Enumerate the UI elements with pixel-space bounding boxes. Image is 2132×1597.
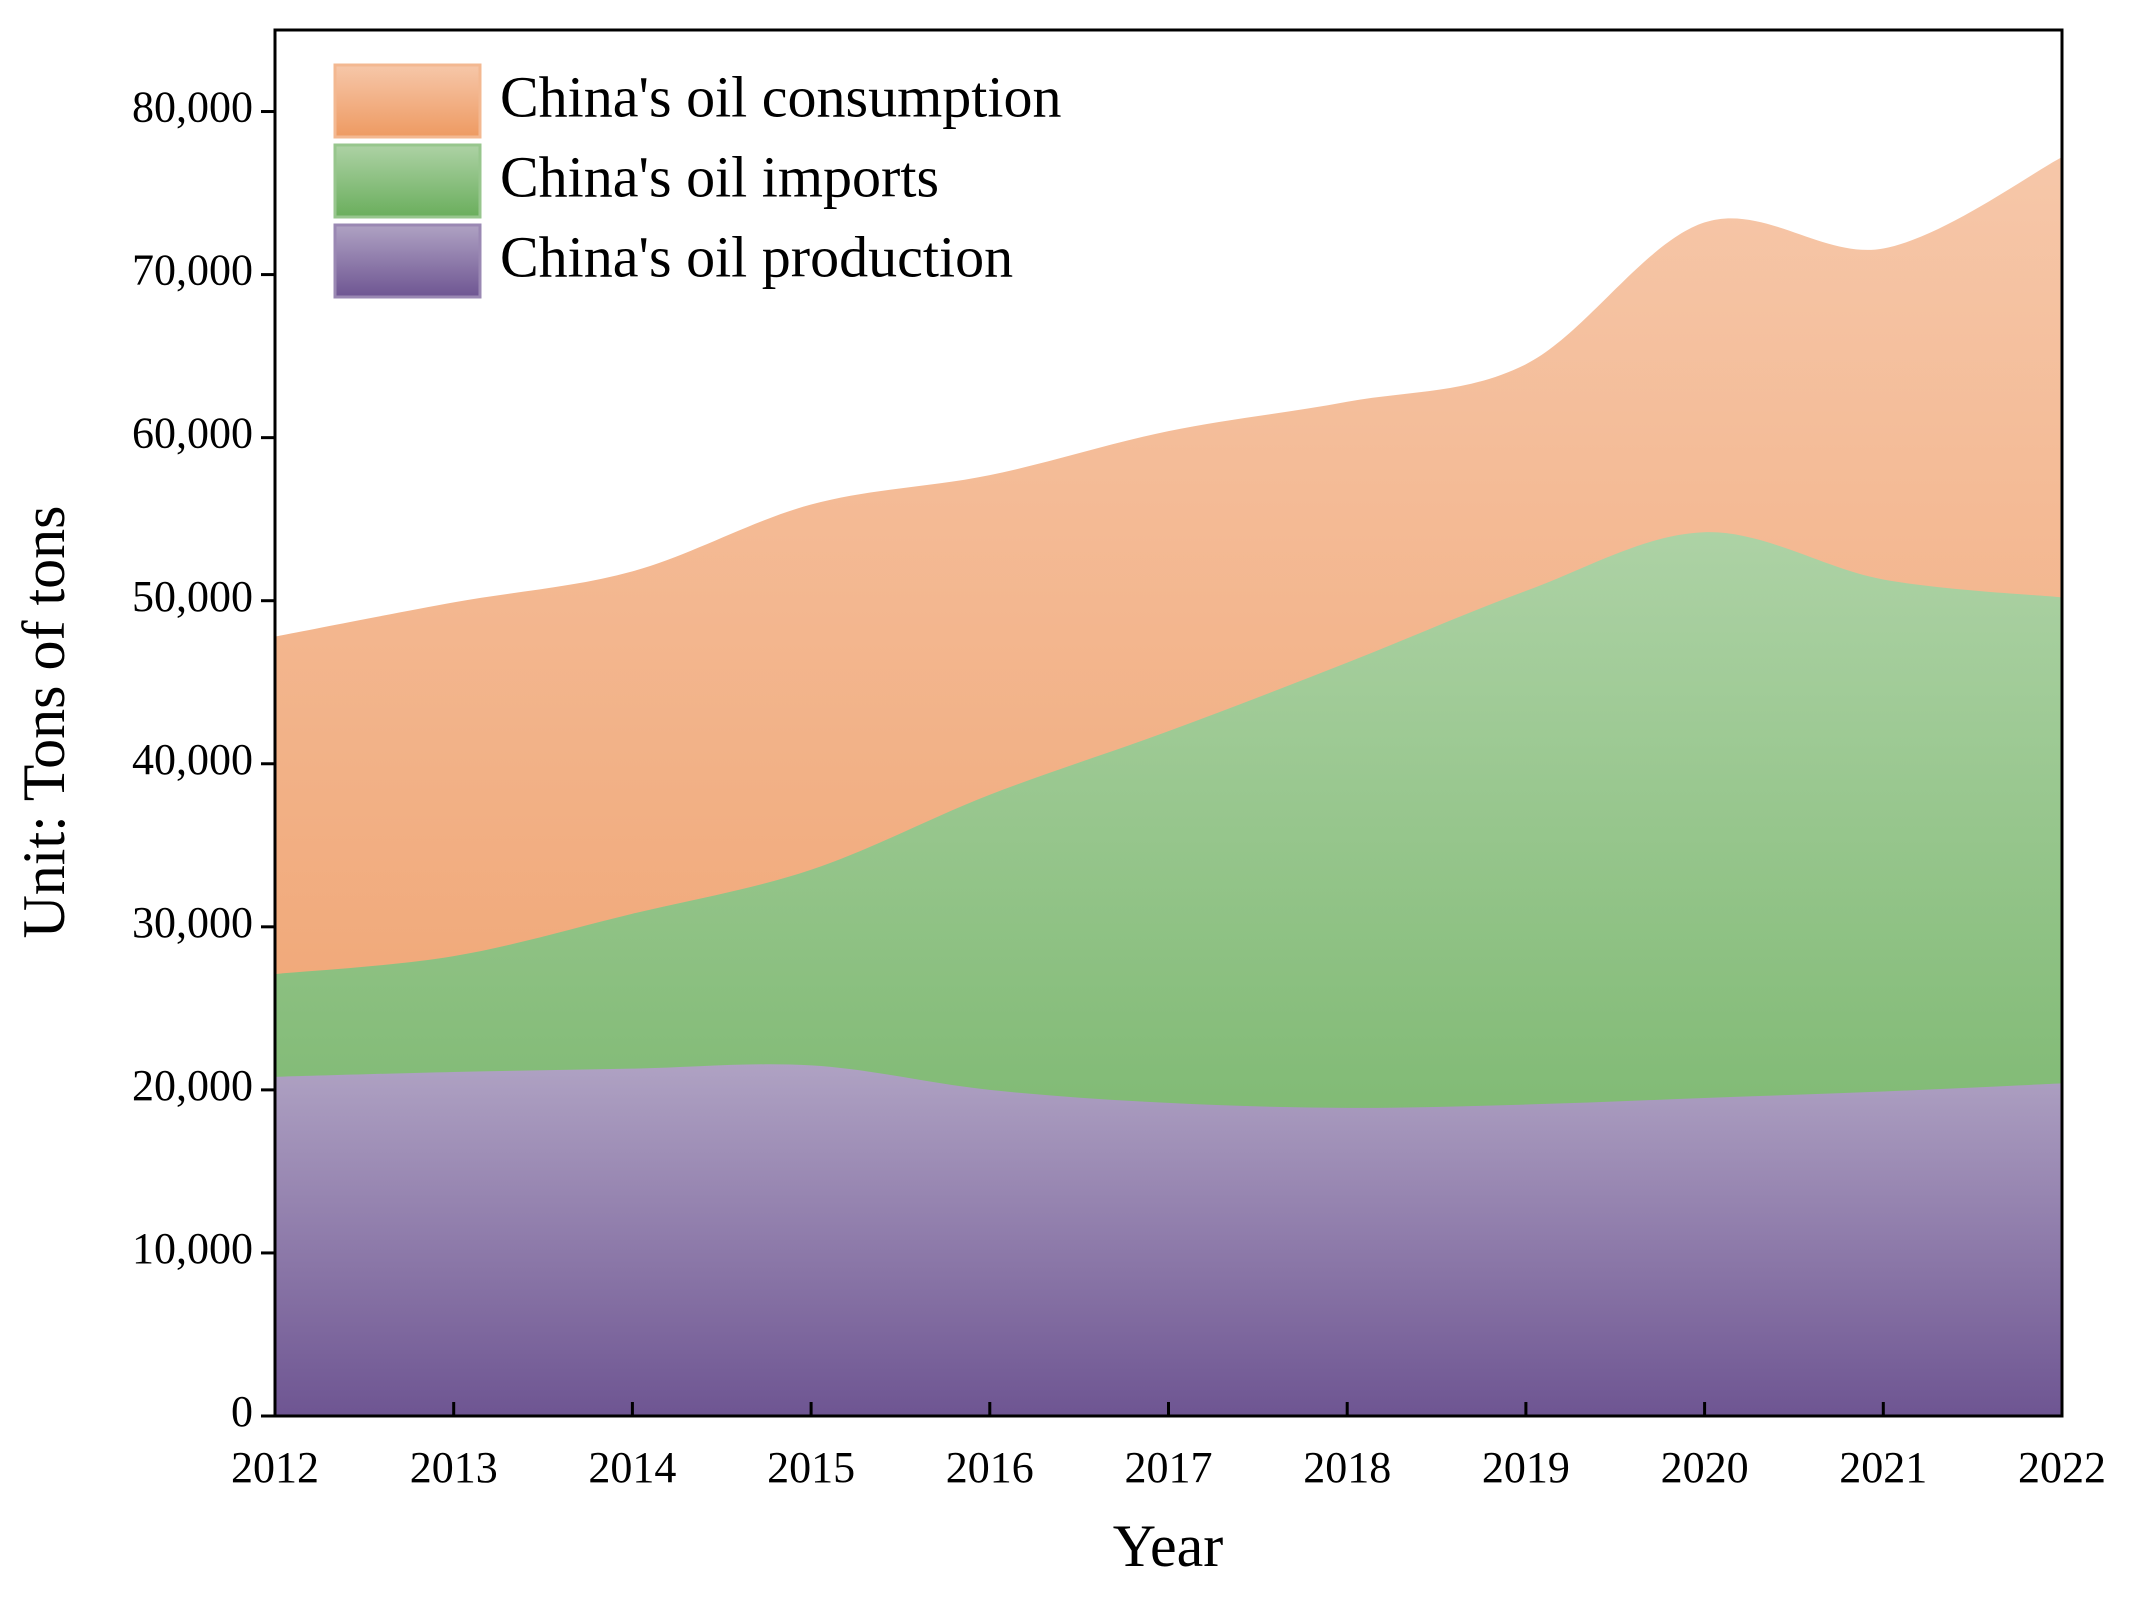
legend-swatch: [333, 63, 482, 139]
y-tick-label: 30,000: [132, 898, 253, 947]
x-axis-title: Year: [1113, 1513, 1224, 1579]
y-tick-label: 50,000: [132, 572, 253, 621]
area: [275, 1064, 2062, 1416]
legend-label: China's oil imports: [500, 144, 939, 209]
x-tick-label: 2021: [1839, 1443, 1927, 1492]
y-axis-title: Unit: Tons of tons: [11, 505, 77, 938]
x-tick-label: 2013: [410, 1443, 498, 1492]
x-tick-label: 2012: [231, 1443, 319, 1492]
x-tick-label: 2016: [946, 1443, 1034, 1492]
x-tick-label: 2020: [1661, 1443, 1749, 1492]
x-tick-label: 2018: [1303, 1443, 1391, 1492]
axes: 0 10,000 20,000 30,000 40,000 50,000 60,000 70,…: [132, 28, 2106, 1492]
legend-swatch: [333, 143, 482, 219]
y-tick-label: 20,000: [132, 1061, 253, 1110]
legend-label: China's oil production: [500, 224, 1013, 289]
legend-swatch: [333, 223, 482, 299]
x-tick-label: 2022: [2018, 1443, 2106, 1492]
x-tick-label: 2019: [1482, 1443, 1570, 1492]
y-tick-label: 80,000: [132, 83, 253, 132]
y-tick-label: 0: [231, 1387, 253, 1436]
y-tick-label: 40,000: [132, 735, 253, 784]
y-tick-label: 10,000: [132, 1224, 253, 1273]
y-tick-label: 60,000: [132, 409, 253, 458]
x-tick-label: 2015: [767, 1443, 855, 1492]
plot-area: [275, 157, 2062, 1416]
x-tick-label: 2017: [1125, 1443, 1213, 1492]
x-tick-label: 2014: [588, 1443, 676, 1492]
legend-label: China's oil consumption: [500, 64, 1061, 129]
legend: China's oil consumption China's oil impor…: [333, 63, 1061, 299]
y-tick-label: 70,000: [132, 246, 253, 295]
